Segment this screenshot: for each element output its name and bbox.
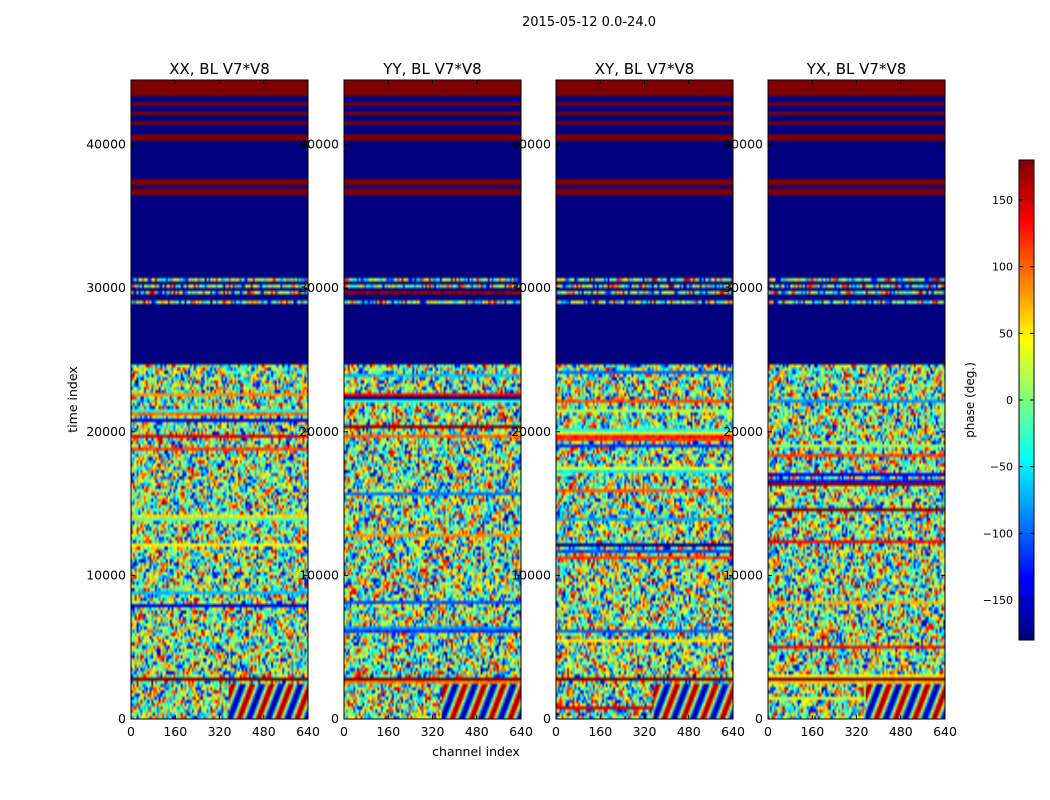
- y-tick-label: 10000: [511, 567, 551, 582]
- x-tick-label: 160: [588, 724, 612, 739]
- colorbar-tick-label: 50: [999, 327, 1013, 340]
- x-tick-label: 320: [421, 724, 445, 739]
- y-tick-label: 40000: [86, 137, 126, 152]
- heatmap-image: [131, 80, 308, 719]
- x-tick-label: 320: [845, 724, 869, 739]
- y-tick-label: 40000: [723, 137, 763, 152]
- panel-title: YY, BL V7*V8: [382, 60, 481, 78]
- y-tick-label: 40000: [299, 137, 339, 152]
- y-tick-label: 10000: [723, 567, 763, 582]
- y-tick-label: 20000: [723, 424, 763, 439]
- panel-1: XX, BL V7*V8 0 160 320 480 640 0 10000 20000 3000…: [65, 60, 320, 739]
- x-tick-label: 320: [633, 724, 657, 739]
- x-tick-label: 480: [252, 724, 276, 739]
- colorbar-label: phase (deg.): [963, 362, 977, 438]
- panel-4: YX, BL V7*V8 0 160 320 480 640 0 10000 20000 3000…: [723, 60, 957, 739]
- x-tick-label: 0: [127, 724, 135, 739]
- colorbar: 150 100 50 0 −50 −100 −150 phase (deg.): [963, 159, 1035, 641]
- colorbar-tick-label: 150: [992, 194, 1013, 207]
- x-tick-label: 640: [933, 724, 957, 739]
- x-tick-label: 0: [764, 724, 772, 739]
- y-tick-label: 30000: [511, 280, 551, 295]
- x-tick-label: 0: [340, 724, 348, 739]
- y-tick-label: 20000: [511, 424, 551, 439]
- y-tick-label: 0: [331, 711, 339, 726]
- y-axis-label: time index: [65, 366, 80, 432]
- y-tick-label: 20000: [299, 424, 339, 439]
- panels-group: XX, BL V7*V8 0 160 320 480 640 0 10000 20000 3000…: [65, 60, 957, 759]
- colorbar-tick-label: −100: [983, 527, 1013, 540]
- x-tick-label: 480: [889, 724, 913, 739]
- heatmap-image: [556, 80, 733, 719]
- colorbar-tick-label: 0: [1006, 394, 1013, 407]
- heatmap-image: [768, 80, 945, 719]
- colorbar-tick-label: −50: [990, 461, 1013, 474]
- y-tick-label: 30000: [723, 280, 763, 295]
- x-tick-label: 160: [376, 724, 400, 739]
- y-tick-label: 10000: [86, 567, 126, 582]
- y-tick-label: 0: [543, 711, 551, 726]
- x-tick-label: 480: [677, 724, 701, 739]
- colorbar-tick-label: 100: [992, 261, 1013, 274]
- x-tick-label: 640: [509, 724, 533, 739]
- x-tick-label: 320: [208, 724, 232, 739]
- y-tick-label: 0: [118, 711, 126, 726]
- x-tick-label: 160: [800, 724, 824, 739]
- x-axis-label: channel index: [432, 744, 520, 759]
- y-tick-label: 40000: [511, 137, 551, 152]
- panel-title: XX, BL V7*V8: [169, 60, 270, 78]
- panel-3: XY, BL V7*V8 0 160 320 480 640 0 10000 20000 3000…: [511, 60, 745, 739]
- colorbar-tick-label: −150: [983, 594, 1013, 607]
- y-tick-label: 10000: [299, 567, 339, 582]
- x-tick-label: 640: [721, 724, 745, 739]
- x-tick-label: 640: [296, 724, 320, 739]
- heatmap-image: [344, 80, 521, 719]
- y-tick-label: 30000: [299, 280, 339, 295]
- panel-title: YX, BL V7*V8: [806, 60, 907, 78]
- y-tick-label: 0: [755, 711, 763, 726]
- panel-2: YY, BL V7*V8 0 160 320 480 640 0 10000 20000 3000…: [299, 60, 533, 759]
- x-tick-label: 160: [163, 724, 187, 739]
- y-tick-label: 20000: [86, 424, 126, 439]
- colorbar-gradient: [1019, 160, 1034, 640]
- x-tick-label: 0: [552, 724, 560, 739]
- x-tick-label: 480: [465, 724, 489, 739]
- figure-suptitle: 2015-05-12 0.0-24.0: [522, 15, 656, 30]
- panel-title: XY, BL V7*V8: [595, 60, 695, 78]
- y-tick-label: 30000: [86, 280, 126, 295]
